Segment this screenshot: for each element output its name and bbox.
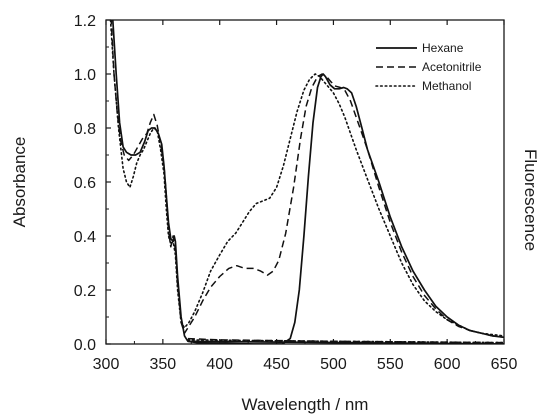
- x-tick-label: 400: [206, 356, 233, 373]
- legend-label-acetonitrile: Acetonitrile: [422, 60, 482, 74]
- y-tick-label: 0.4: [74, 229, 96, 246]
- y-tick-label: 0.6: [74, 175, 96, 192]
- y-tick-label: 1.2: [74, 13, 96, 30]
- series-baseline-methanol: [187, 339, 504, 344]
- legend-label-hexane: Hexane: [422, 41, 464, 55]
- x-tick-label: 600: [434, 356, 461, 373]
- legend-label-methanol: Methanol: [422, 79, 471, 93]
- series-line-hexane: [111, 20, 504, 344]
- x-tick-label: 650: [491, 356, 518, 373]
- y-tick-label: 0.2: [74, 283, 96, 300]
- x-tick-label: 450: [263, 356, 290, 373]
- x-tick-label: 350: [150, 356, 177, 373]
- x-tick-label: 550: [377, 356, 404, 373]
- x-axis-title: Wavelength / nm: [242, 395, 369, 414]
- series-line-methanol: [109, 20, 504, 337]
- y-tick-label: 0.0: [74, 337, 96, 354]
- y-axis-title: Absorbance: [10, 137, 29, 228]
- y-tick-label: 1.0: [74, 67, 96, 84]
- y2-axis-title: Fluorescence: [521, 149, 539, 251]
- y-tick-label: 0.8: [74, 121, 96, 138]
- legend: Hexane Acetonitrile Methanol: [375, 41, 482, 93]
- series-baseline-hexane: [187, 340, 504, 344]
- series-line-acetonitrile: [110, 20, 504, 339]
- x-tick-label: 500: [320, 356, 347, 373]
- x-tick-label: 300: [93, 356, 120, 373]
